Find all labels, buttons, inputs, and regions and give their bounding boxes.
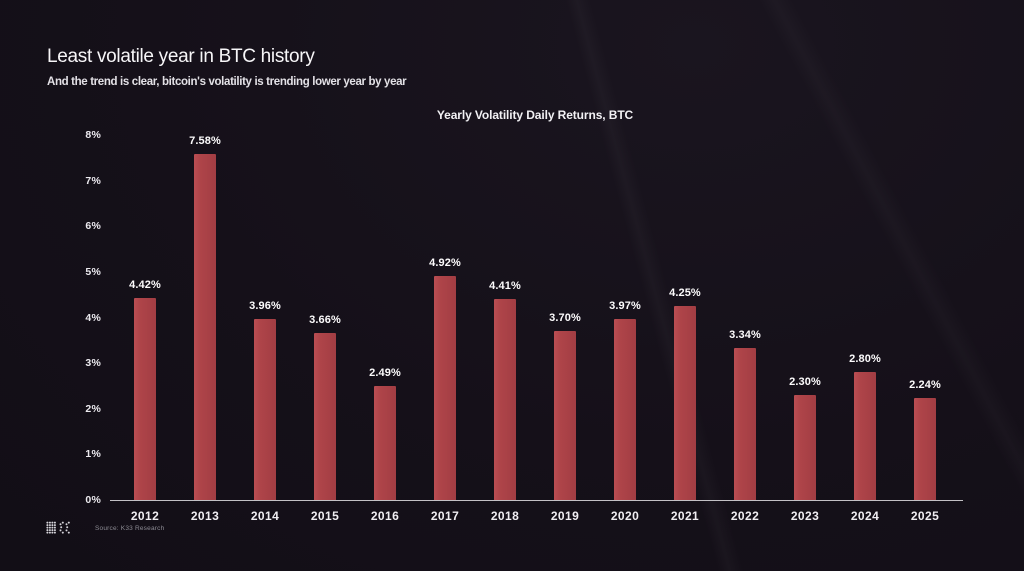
page-subtitle: And the trend is clear, bitcoin's volati… bbox=[47, 76, 407, 88]
y-axis-label: 4% bbox=[85, 311, 101, 324]
x-axis-label: 2015 bbox=[310, 509, 340, 523]
bar-group-2024: 2.80% 2024 bbox=[835, 135, 895, 523]
bar-value-label: 3.66% bbox=[309, 314, 341, 327]
bar-group-2013: 7.58% 2013 bbox=[175, 135, 235, 523]
bar-value-label: 2.49% bbox=[369, 367, 401, 380]
bar-group-2017: 4.92% 2017 bbox=[415, 135, 475, 523]
y-axis-label: 5% bbox=[85, 265, 101, 278]
x-axis-label: 2018 bbox=[490, 509, 520, 523]
bar-group-2023: 2.30% 2023 bbox=[775, 135, 835, 523]
y-axis-label: 8% bbox=[85, 129, 101, 141]
bar-value-label: 4.92% bbox=[429, 256, 461, 269]
footer: Source: K33 Research bbox=[46, 521, 164, 536]
bar-value-label: 3.34% bbox=[729, 328, 761, 341]
bar-2024 bbox=[854, 372, 876, 500]
bar-2013 bbox=[194, 154, 216, 500]
y-axis: 0% 1% 2% 3% 4% 5% 6% 7% 8% bbox=[49, 129, 101, 506]
bar-2023 bbox=[794, 395, 816, 500]
bar-value-label: 2.30% bbox=[789, 376, 821, 389]
bar-2014 bbox=[254, 319, 276, 500]
bar-group-2018: 4.41% 2018 bbox=[475, 135, 535, 523]
bar-2019 bbox=[554, 331, 576, 500]
x-axis-label: 2020 bbox=[610, 509, 640, 523]
bar-2025 bbox=[914, 397, 936, 500]
bar-group-2016: 2.49% 2016 bbox=[355, 135, 415, 523]
k33-logo bbox=[46, 521, 70, 534]
bar-value-label: 3.97% bbox=[609, 299, 641, 312]
x-axis-label: 2014 bbox=[250, 509, 280, 523]
x-axis-label: 2016 bbox=[370, 509, 400, 523]
x-axis-line bbox=[110, 500, 963, 501]
y-axis-label: 7% bbox=[85, 174, 101, 187]
y-axis-label: 1% bbox=[85, 448, 101, 461]
bar-value-label: 3.70% bbox=[549, 312, 581, 325]
bar-2020 bbox=[614, 318, 636, 500]
x-axis-label: 2017 bbox=[430, 509, 460, 523]
x-axis-label: 2022 bbox=[730, 509, 760, 523]
bar-2012 bbox=[134, 298, 156, 500]
bar-2017 bbox=[434, 275, 456, 500]
bar-2021 bbox=[673, 306, 696, 500]
x-axis-label: 2012 bbox=[130, 509, 160, 523]
bar-group-2022: 3.34% 2022 bbox=[715, 135, 775, 523]
bar-value-label: 3.96% bbox=[249, 300, 281, 313]
y-axis-label: 6% bbox=[85, 220, 101, 233]
bar-value-label: 7.58% bbox=[189, 135, 221, 148]
bar-value-label: 2.24% bbox=[909, 378, 941, 391]
y-axis-label: 2% bbox=[85, 402, 101, 415]
bar-2015 bbox=[314, 333, 336, 500]
bar-chart: 0% 1% 2% 3% 4% 5% 6% 7% 8% 4.42% 2012 7.58% 2013 3.9… bbox=[85, 129, 963, 523]
bar-group-2012: 4.42% 2012 bbox=[115, 135, 175, 523]
bar-2016 bbox=[374, 386, 396, 500]
bar-2018 bbox=[494, 298, 516, 500]
bar-group-2019: 3.70% 2019 bbox=[535, 135, 595, 523]
x-axis-label: 2025 bbox=[910, 509, 940, 523]
bar-value-label: 4.25% bbox=[669, 287, 701, 300]
x-axis-label: 2013 bbox=[190, 509, 220, 523]
source-text: Source: K33 Research bbox=[95, 525, 165, 532]
bar-2022 bbox=[734, 347, 756, 500]
bar-value-label: 4.42% bbox=[129, 279, 161, 292]
bar-group-2020: 3.97% 2020 bbox=[595, 135, 655, 523]
x-axis-label: 2019 bbox=[550, 509, 580, 523]
bar-group-2014: 3.96% 2014 bbox=[235, 135, 295, 523]
bar-group-2021: 4.25% 2021 bbox=[655, 135, 715, 523]
bar-value-label: 4.41% bbox=[489, 279, 521, 292]
bar-value-label: 2.80% bbox=[849, 353, 881, 366]
chart-title: Yearly Volatility Daily Returns, BTC bbox=[436, 108, 634, 122]
x-axis-label: 2024 bbox=[850, 509, 880, 523]
bar-group-2025: 2.24% 2025 bbox=[895, 135, 955, 523]
y-axis-label: 3% bbox=[85, 357, 101, 370]
bar-group-2015: 3.66% 2015 bbox=[295, 135, 355, 523]
page-title: Least volatile year in BTC history bbox=[47, 46, 315, 67]
x-axis-label: 2021 bbox=[670, 509, 700, 523]
y-axis-label: 0% bbox=[85, 494, 101, 506]
x-axis-label: 2023 bbox=[790, 509, 820, 523]
